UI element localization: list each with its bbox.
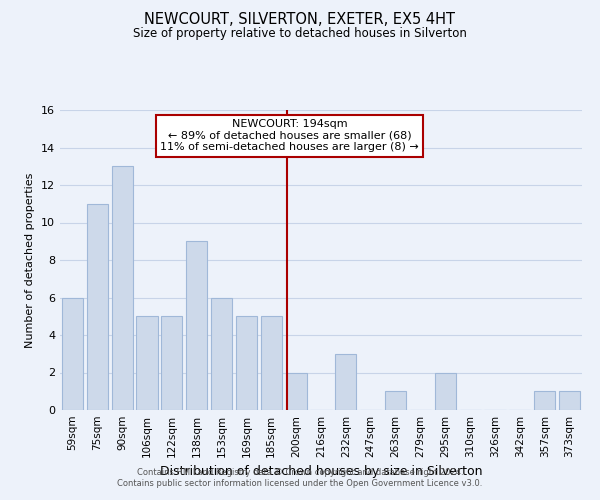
Bar	[112, 166, 133, 410]
Bar	[261, 316, 282, 410]
Y-axis label: Number of detached properties: Number of detached properties	[25, 172, 35, 348]
Bar	[286, 372, 307, 410]
Bar	[559, 391, 580, 410]
Bar	[385, 391, 406, 410]
Bar	[136, 316, 158, 410]
Bar	[236, 316, 257, 410]
Text: Contains HM Land Registry data © Crown copyright and database right 2024.
Contai: Contains HM Land Registry data © Crown c…	[118, 468, 482, 487]
Bar	[534, 391, 555, 410]
Bar	[186, 242, 207, 410]
Text: Size of property relative to detached houses in Silverton: Size of property relative to detached ho…	[133, 28, 467, 40]
Bar	[435, 372, 456, 410]
Bar	[87, 204, 108, 410]
Bar	[62, 298, 83, 410]
Bar	[161, 316, 182, 410]
Text: NEWCOURT: 194sqm
← 89% of detached houses are smaller (68)
11% of semi-detached : NEWCOURT: 194sqm ← 89% of detached house…	[160, 119, 419, 152]
Text: NEWCOURT, SILVERTON, EXETER, EX5 4HT: NEWCOURT, SILVERTON, EXETER, EX5 4HT	[145, 12, 455, 28]
X-axis label: Distribution of detached houses by size in Silverton: Distribution of detached houses by size …	[160, 466, 482, 478]
Bar	[211, 298, 232, 410]
Bar	[335, 354, 356, 410]
